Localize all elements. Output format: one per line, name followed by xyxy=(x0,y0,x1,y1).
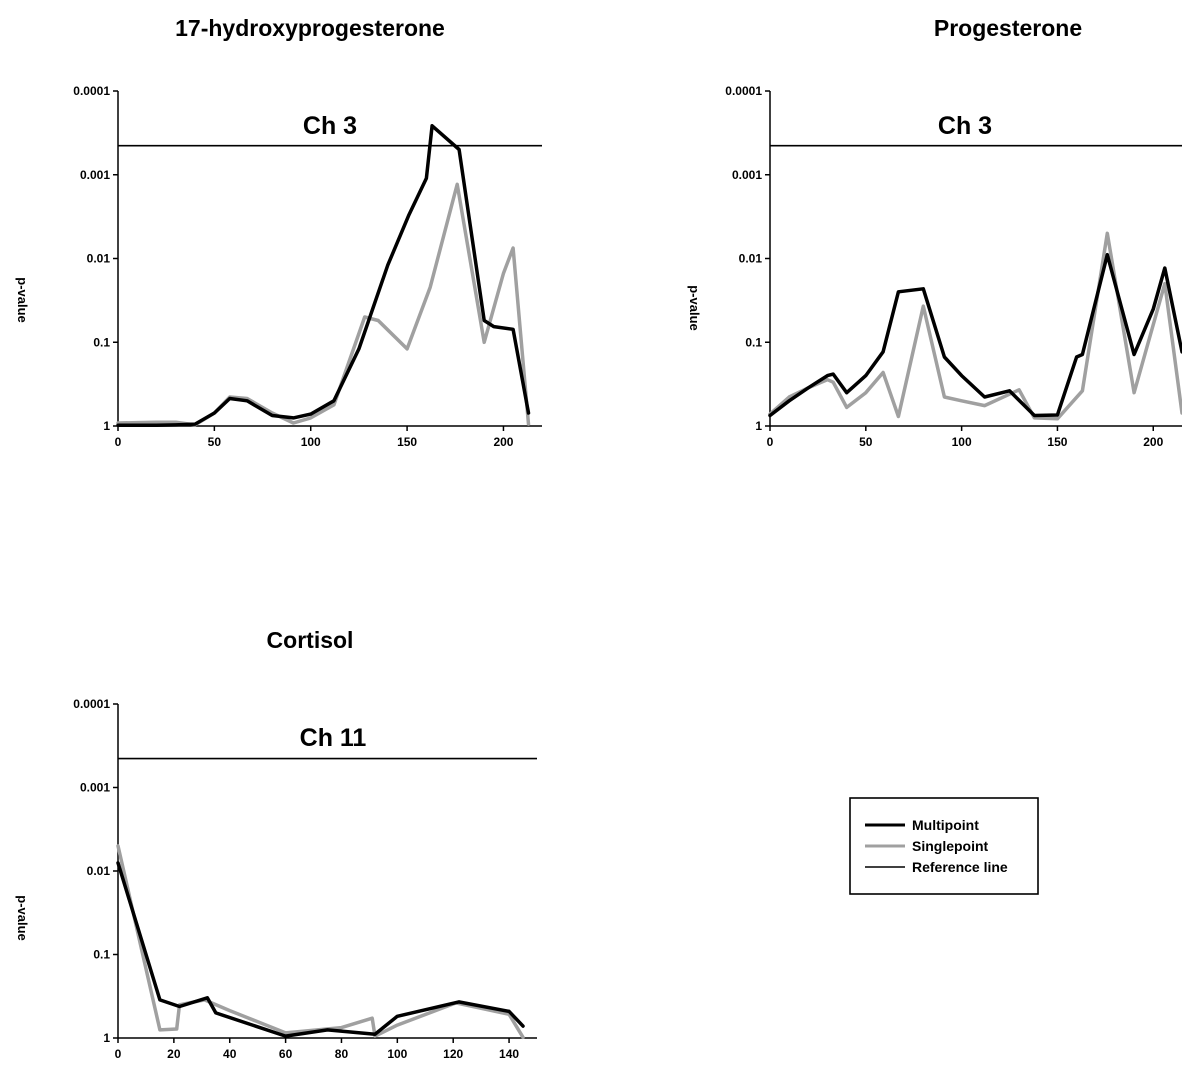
chart-panel-2: Progesterone Ch 3 p-value 1 0.1 0.01 0.001 0.00… xyxy=(687,15,1182,449)
y-tick-label: 0.01 xyxy=(739,252,763,266)
y-tick-label: 0.1 xyxy=(93,335,110,349)
y-tick-label: 0.001 xyxy=(80,168,110,182)
x-tick-label: 0 xyxy=(115,435,122,449)
x-tick-label: 200 xyxy=(493,435,513,449)
y-tick-label: 0.0001 xyxy=(725,84,762,98)
x-tick-label: 100 xyxy=(387,1047,407,1061)
x-tick-label: 200 xyxy=(1143,435,1163,449)
x-tick-label: 100 xyxy=(952,435,972,449)
y-tick-label: 0.01 xyxy=(87,252,111,266)
y-tick-label: 0.1 xyxy=(93,948,110,962)
y-tick-label: 0.0001 xyxy=(73,697,110,711)
chart-title: Cortisol xyxy=(267,627,354,653)
legend-label: Singlepoint xyxy=(912,838,989,854)
x-tick-label: 100 xyxy=(301,435,321,449)
x-tick-label: 150 xyxy=(1047,435,1067,449)
y-axis-label: p-value xyxy=(15,277,30,323)
y-tick-label: 0.1 xyxy=(745,335,762,349)
chromosome-label: Ch 11 xyxy=(300,724,367,752)
chromosome-label: Ch 3 xyxy=(938,112,992,140)
y-tick-label: 0.0001 xyxy=(73,84,110,98)
y-tick-label: 0.001 xyxy=(732,168,762,182)
series-line-singlepoint xyxy=(116,182,531,427)
chart-title: 17-hydroxyprogesterone xyxy=(175,15,445,41)
chart-panel-3: Cortisol Ch 11 p-value 1 0.1 0.01 0.001 0.0001 0… xyxy=(15,627,537,1061)
x-tick-label: 40 xyxy=(223,1047,237,1061)
y-tick-label: 1 xyxy=(103,419,110,433)
chromosome-label: Ch 3 xyxy=(303,112,357,140)
x-tick-label: 50 xyxy=(859,435,873,449)
x-tick-label: 140 xyxy=(499,1047,519,1061)
legend-label: Reference line xyxy=(912,859,1008,875)
x-tick-label: 120 xyxy=(443,1047,463,1061)
y-tick-label: 0.01 xyxy=(87,864,111,878)
x-tick-label: 150 xyxy=(397,435,417,449)
x-tick-label: 60 xyxy=(279,1047,293,1061)
x-tick-label: 50 xyxy=(208,435,222,449)
legend-label: Multipoint xyxy=(912,817,979,833)
legend: Multipoint Singlepoint Reference line xyxy=(849,797,1039,895)
x-tick-label: 0 xyxy=(767,435,774,449)
y-tick-label: 1 xyxy=(103,1031,110,1045)
series-line-multipoint xyxy=(116,861,525,1038)
y-tick-label: 1 xyxy=(755,419,762,433)
series-line-multipoint xyxy=(768,252,1182,418)
x-tick-label: 20 xyxy=(167,1047,181,1061)
y-axis-label: p-value xyxy=(687,285,702,331)
y-axis-label: p-value xyxy=(15,895,30,941)
y-tick-label: 0.001 xyxy=(80,781,110,795)
series-line-multipoint xyxy=(116,124,531,428)
chart-panel-1: 17-hydroxyprogesterone Ch 3 p-value 1 0.1 0.0… xyxy=(15,15,542,449)
chart-title: Progesterone xyxy=(934,15,1082,41)
x-tick-label: 0 xyxy=(115,1047,122,1061)
x-tick-label: 80 xyxy=(335,1047,349,1061)
series-line-singlepoint xyxy=(116,844,525,1040)
